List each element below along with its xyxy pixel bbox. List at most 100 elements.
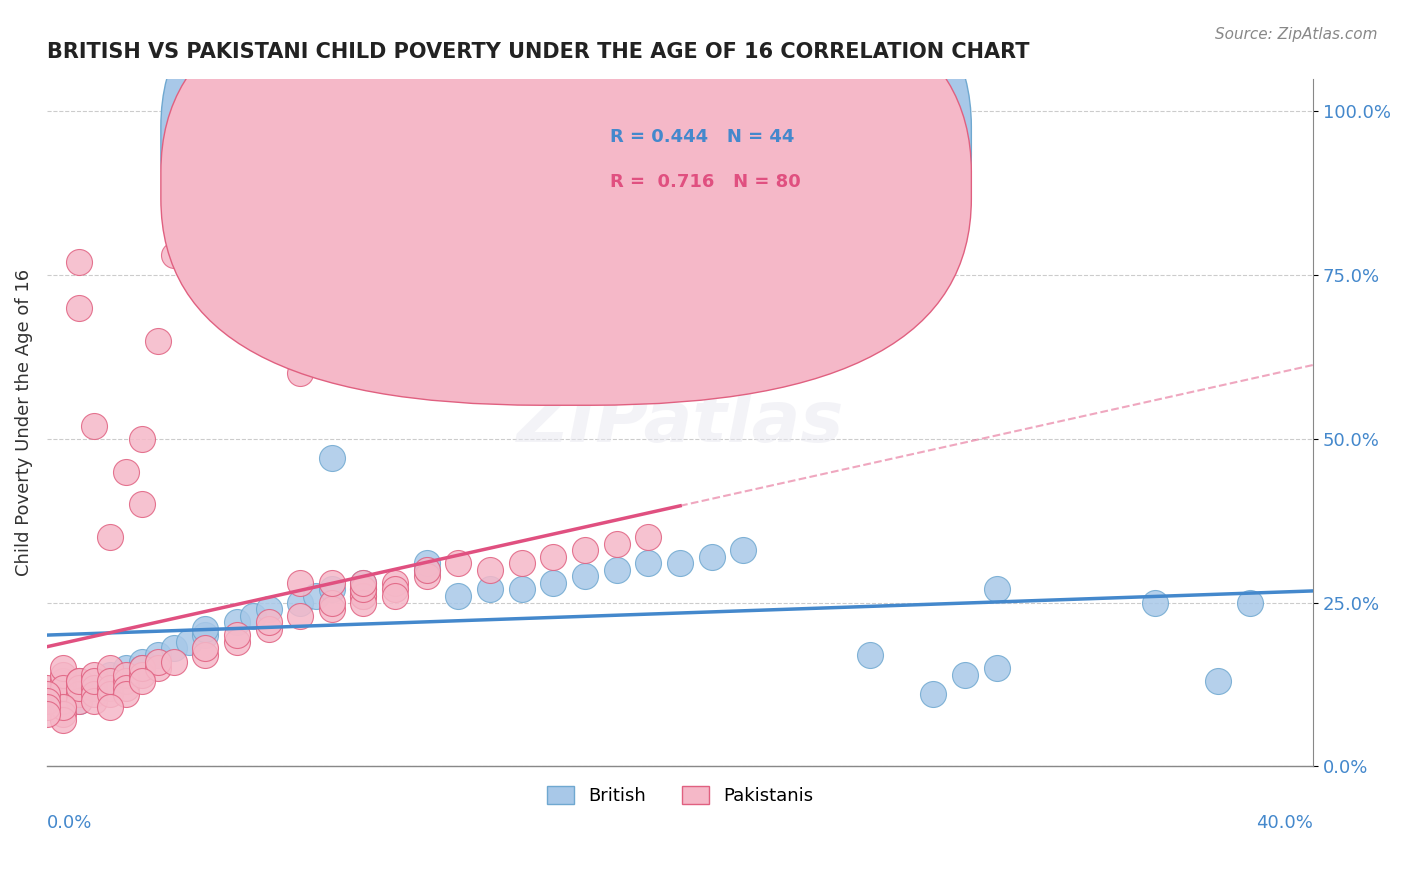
Point	[288, 596, 311, 610]
Point	[67, 694, 90, 708]
Point	[98, 674, 121, 689]
Text: ZIPatlas: ZIPatlas	[516, 388, 844, 457]
Point	[225, 628, 247, 642]
Point	[986, 582, 1008, 597]
Point	[733, 543, 755, 558]
Point	[242, 608, 264, 623]
Point	[510, 556, 533, 570]
Point	[52, 706, 75, 721]
Point	[447, 556, 470, 570]
Point	[83, 418, 105, 433]
Point	[574, 543, 596, 558]
Point	[179, 635, 201, 649]
Point	[146, 655, 169, 669]
Point	[288, 367, 311, 381]
Point	[52, 687, 75, 701]
Point	[543, 576, 565, 591]
Point	[98, 700, 121, 714]
Text: R = 0.444   N = 44: R = 0.444 N = 44	[610, 128, 794, 146]
Point	[67, 694, 90, 708]
Point	[479, 563, 502, 577]
Point	[162, 641, 184, 656]
Point	[257, 602, 280, 616]
Point	[257, 615, 280, 630]
Point	[384, 589, 406, 603]
Point	[67, 301, 90, 315]
Text: Source: ZipAtlas.com: Source: ZipAtlas.com	[1215, 27, 1378, 42]
Point	[67, 674, 90, 689]
Point	[131, 661, 153, 675]
Text: 0.0%: 0.0%	[46, 814, 93, 832]
Point	[305, 589, 328, 603]
Point	[35, 687, 58, 701]
Point	[321, 596, 343, 610]
Point	[52, 661, 75, 675]
Point	[115, 667, 138, 681]
Point	[83, 687, 105, 701]
Point	[52, 714, 75, 728]
Point	[67, 687, 90, 701]
Point	[131, 674, 153, 689]
Point	[606, 563, 628, 577]
Point	[194, 641, 217, 656]
Point	[67, 674, 90, 689]
Point	[353, 582, 375, 597]
Point	[321, 576, 343, 591]
Point	[67, 687, 90, 701]
Point	[257, 622, 280, 636]
Point	[52, 694, 75, 708]
Point	[353, 596, 375, 610]
Point	[353, 589, 375, 603]
Point	[986, 661, 1008, 675]
Point	[115, 687, 138, 701]
Point	[510, 582, 533, 597]
Point	[83, 681, 105, 695]
Point	[52, 700, 75, 714]
Point	[1239, 596, 1261, 610]
Point	[35, 706, 58, 721]
Point	[146, 661, 169, 675]
Point	[353, 582, 375, 597]
Point	[194, 628, 217, 642]
Point	[67, 681, 90, 695]
Point	[479, 582, 502, 597]
Point	[574, 569, 596, 583]
Point	[321, 602, 343, 616]
Point	[98, 667, 121, 681]
FancyBboxPatch shape	[516, 120, 896, 216]
Point	[257, 268, 280, 282]
Point	[321, 582, 343, 597]
Point	[35, 681, 58, 695]
Point	[35, 700, 58, 714]
Point	[52, 667, 75, 681]
Point	[353, 582, 375, 597]
Point	[52, 700, 75, 714]
Point	[83, 674, 105, 689]
Point	[83, 694, 105, 708]
Legend: British, Pakistanis: British, Pakistanis	[540, 779, 821, 813]
Point	[225, 635, 247, 649]
Y-axis label: Child Poverty Under the Age of 16: Child Poverty Under the Age of 16	[15, 268, 32, 576]
Point	[115, 681, 138, 695]
Point	[115, 674, 138, 689]
Point	[637, 556, 659, 570]
Point	[115, 465, 138, 479]
Point	[131, 661, 153, 675]
Point	[115, 661, 138, 675]
Point	[146, 334, 169, 348]
Point	[416, 563, 439, 577]
Point	[146, 648, 169, 662]
Point	[700, 549, 723, 564]
Point	[321, 451, 343, 466]
Point	[83, 681, 105, 695]
Text: 40.0%: 40.0%	[1257, 814, 1313, 832]
Point	[52, 681, 75, 695]
Point	[35, 694, 58, 708]
Point	[353, 576, 375, 591]
Point	[353, 589, 375, 603]
Point	[98, 530, 121, 544]
Point	[194, 648, 217, 662]
Point	[416, 556, 439, 570]
Point	[67, 674, 90, 689]
Point	[131, 667, 153, 681]
